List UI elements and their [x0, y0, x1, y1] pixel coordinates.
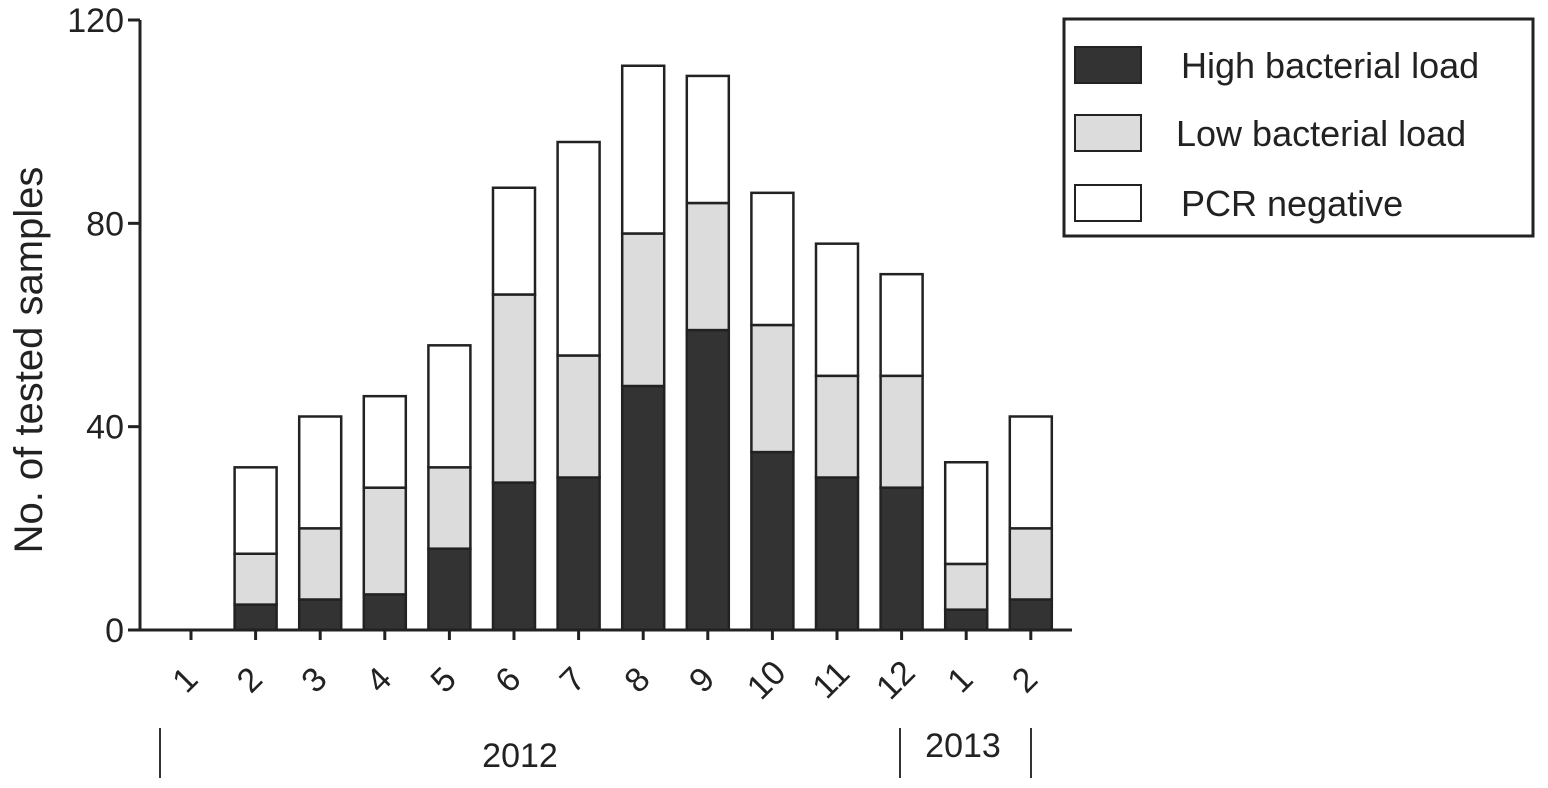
x-tick-label: 1	[165, 660, 205, 700]
y-axis-title: No. of tested samples	[7, 167, 51, 554]
x-tick-label: 2	[230, 660, 270, 700]
x-ticks-layer: 1 2 3 4 5 6 7 8 9 10 11 12 1 2	[165, 630, 1045, 707]
legend-swatch	[1074, 46, 1142, 84]
bar-segment-high-bacterial-load	[750, 450, 795, 632]
x-tick-label: 4	[359, 660, 399, 700]
legend-items: High bacterial load Low bacterial load PCR…	[1074, 45, 1479, 224]
bar-segment-pcr-negative	[685, 74, 731, 205]
y-tick-label: 0	[105, 612, 124, 650]
bar-segment-pcr-negative	[943, 461, 989, 566]
year-label: 2013	[925, 727, 1001, 765]
x-tick-label: 8	[617, 660, 657, 700]
legend-label: PCR negative	[1181, 183, 1403, 224]
bar-segment-high-bacterial-load	[362, 593, 408, 632]
legend: High bacterial load Low bacterial load PCR…	[1062, 17, 1535, 238]
bar-segment-high-bacterial-load	[297, 598, 343, 632]
bar-segment-low-bacterial-load	[814, 374, 860, 479]
bar-segment-high-bacterial-load	[1008, 598, 1054, 632]
bar-segment-low-bacterial-load	[362, 486, 408, 596]
bar-segment-low-bacterial-load	[556, 354, 601, 479]
x-tick-label: 7	[553, 660, 593, 700]
bars-layer	[233, 64, 1054, 632]
bar-segment-pcr-negative	[297, 415, 343, 530]
y-tick-label: 120	[67, 2, 124, 40]
bar-segment-low-bacterial-load	[620, 232, 666, 388]
bar-segment-pcr-negative	[233, 466, 278, 556]
x-tick-label: 5	[423, 660, 463, 700]
x-tick-label: 10	[740, 653, 794, 707]
bar-segment-low-bacterial-load	[233, 552, 278, 606]
bar-segment-pcr-negative	[491, 186, 537, 296]
bar-segment-pcr-negative	[1008, 415, 1054, 530]
x-tick-label: 12	[869, 653, 923, 707]
bar-segment-low-bacterial-load	[879, 374, 924, 489]
bar-segment-high-bacterial-load	[943, 608, 989, 632]
x-tick-label: 1	[940, 660, 980, 700]
bar-segment-pcr-negative	[620, 64, 666, 235]
bar-segment-low-bacterial-load	[750, 323, 795, 454]
bar-segment-high-bacterial-load	[427, 547, 472, 632]
legend-label: Low bacterial load	[1176, 113, 1466, 154]
x-tick-label: 2	[1005, 660, 1045, 700]
bar-segment-low-bacterial-load	[943, 562, 989, 611]
year-groups: 2012 2013	[159, 727, 1032, 778]
legend-swatch	[1074, 114, 1142, 152]
bar-segment-high-bacterial-load	[814, 476, 860, 632]
x-tick-label: 3	[294, 660, 334, 700]
bar-segment-pcr-negative	[750, 191, 795, 327]
y-tick-label: 80	[86, 205, 124, 243]
bar-segment-high-bacterial-load	[620, 384, 666, 632]
legend-label: High bacterial load	[1181, 45, 1479, 86]
bar-segment-pcr-negative	[879, 272, 924, 378]
x-tick-label: 9	[682, 660, 722, 700]
bar-segment-low-bacterial-load	[685, 201, 731, 332]
axes-layer	[138, 20, 1072, 632]
bar-segment-high-bacterial-load	[685, 328, 731, 632]
bar-segment-high-bacterial-load	[491, 481, 537, 632]
bar-segment-high-bacterial-load	[879, 486, 924, 632]
x-tick-label: 6	[488, 660, 528, 700]
bar-segment-low-bacterial-load	[491, 293, 537, 484]
y-tick-label: 40	[86, 409, 124, 447]
bar-segment-high-bacterial-load	[556, 476, 601, 632]
bar-segment-pcr-negative	[427, 344, 472, 469]
bar-segment-low-bacterial-load	[427, 466, 472, 550]
bar-segment-low-bacterial-load	[297, 527, 343, 601]
bar-segment-pcr-negative	[556, 140, 601, 357]
legend-frame	[1062, 17, 1535, 238]
x-tick-label: 11	[805, 654, 857, 706]
y-ticks-layer: 0 40 80 120	[67, 2, 140, 650]
year-label: 2012	[482, 737, 558, 775]
bar-segment-pcr-negative	[814, 242, 860, 378]
bar-segment-pcr-negative	[362, 394, 408, 489]
bar-segment-low-bacterial-load	[1008, 527, 1054, 601]
legend-swatch	[1074, 184, 1142, 222]
bar-segment-high-bacterial-load	[233, 603, 278, 632]
